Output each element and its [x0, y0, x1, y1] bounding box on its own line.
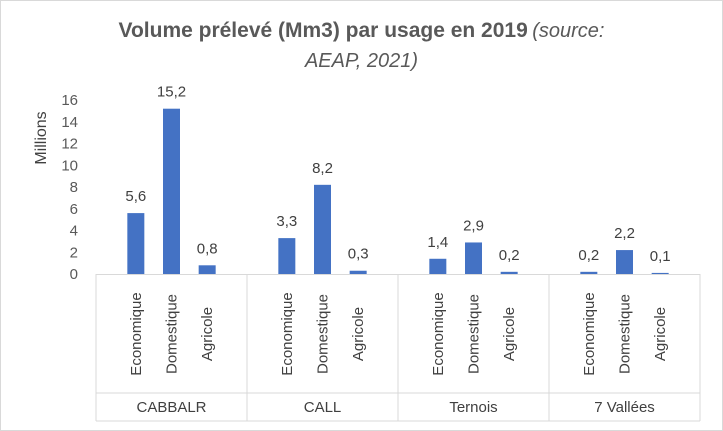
category-label: Agricole — [199, 307, 216, 361]
bar — [651, 272, 669, 274]
category-label: Economique — [128, 292, 145, 375]
category-label: Economique — [430, 292, 447, 375]
category-label: Agricole — [501, 307, 518, 361]
data-label: 2,2 — [614, 225, 635, 242]
bars: 5,6 15,2 0,8 3,3 8,2 0,3 1,4 2,9 0,2 0,2 2,2 0,1 — [125, 84, 671, 274]
category-label: Domestique — [164, 294, 181, 374]
bar — [127, 213, 145, 274]
bar — [349, 270, 367, 274]
bar — [580, 271, 598, 274]
category-label: Economique — [279, 292, 296, 375]
bar — [314, 184, 331, 274]
data-label: 0,3 — [348, 246, 369, 263]
data-label: 2,9 — [463, 217, 484, 234]
bar — [278, 238, 296, 274]
chart-title: Volume prélevé (Mm3) par usage en 2019 (… — [0, 17, 723, 77]
y-axis: 0 2 4 6 8 10 12 14 16 — [61, 92, 78, 283]
y-tick-label: 0 — [70, 266, 78, 283]
y-tick-label: 8 — [70, 179, 78, 196]
chart-title-source: (source: — [532, 20, 605, 42]
category-axis: Economique Domestique Agricole CABBALR Econo… — [95, 274, 701, 422]
data-label: 5,6 — [125, 188, 146, 205]
bar — [616, 250, 633, 274]
bar — [429, 258, 447, 274]
bar — [465, 242, 482, 274]
category-label: Agricole — [350, 307, 367, 361]
data-label: 15,2 — [157, 84, 186, 101]
category-label: Agricole — [652, 307, 669, 361]
y-tick-label: 12 — [61, 136, 78, 153]
y-tick-label: 4 — [70, 223, 78, 240]
category-label: Economique — [581, 292, 598, 375]
data-label: 1,4 — [427, 234, 448, 251]
category-label: Domestique — [466, 294, 483, 374]
category-label: Domestique — [617, 294, 634, 374]
y-axis-title: Millions — [33, 111, 50, 164]
data-label: 0,2 — [499, 247, 520, 264]
bar — [163, 108, 180, 274]
data-label: 3,3 — [276, 213, 297, 230]
group-label: CABBALR — [136, 399, 206, 416]
bar — [198, 265, 216, 274]
group-label: CALL — [304, 399, 342, 416]
data-label: 8,2 — [312, 160, 333, 177]
y-tick-label: 14 — [61, 114, 78, 131]
y-tick-label: 16 — [61, 92, 78, 109]
y-tick-label: 10 — [61, 157, 78, 174]
y-tick-label: 6 — [70, 201, 78, 218]
y-tick-label: 2 — [70, 244, 78, 261]
chart-title-source-cont: AEAP, 2021) — [304, 50, 419, 72]
group-label: Ternois — [449, 399, 497, 416]
bar — [500, 271, 518, 274]
data-label: 0,2 — [578, 247, 599, 264]
group-label: 7 Vallées — [594, 399, 655, 416]
chart-title-main: Volume prélevé (Mm3) par usage en 2019 — [118, 19, 528, 42]
data-label: 0,1 — [650, 248, 671, 265]
category-label: Domestique — [315, 294, 332, 374]
data-label: 0,8 — [197, 240, 218, 257]
